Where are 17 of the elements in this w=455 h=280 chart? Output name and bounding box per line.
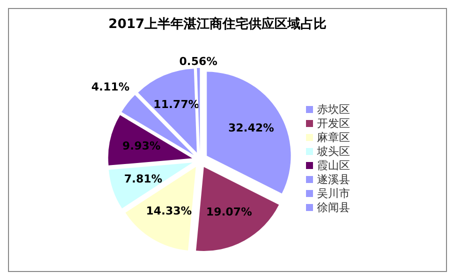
legend-label: 开发区 [317, 117, 350, 130]
legend-label: 徐闻县 [317, 201, 350, 214]
legend-label: 遂溪县 [317, 173, 350, 186]
data-label: 4.11% [91, 80, 130, 94]
data-label: 19.07% [206, 206, 252, 219]
legend-label: 坡头区 [316, 145, 350, 158]
legend-label: 霞山区 [317, 159, 350, 172]
legend-label: 麻章区 [317, 131, 350, 144]
legend-label: 赤坎区 [317, 103, 350, 116]
data-label: 14.33% [146, 204, 192, 218]
data-label: 0.56% [179, 55, 218, 68]
data-label: 11.77% [153, 98, 200, 111]
data-label: 9.93% [122, 140, 161, 153]
data-label: 32.42% [228, 121, 274, 134]
chart-title: 2017上半年湛江商住宅供应区域占比 [108, 16, 327, 32]
legend-label: 吴川市 [317, 187, 350, 200]
data-label: 7.81% [124, 172, 162, 186]
